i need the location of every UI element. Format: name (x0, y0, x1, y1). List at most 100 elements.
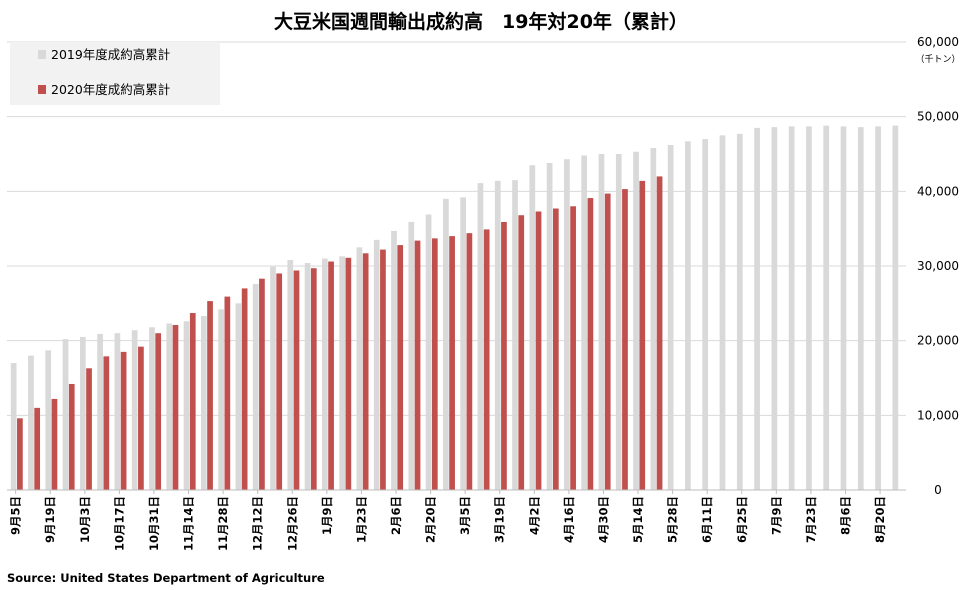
legend-swatch-2020 (38, 85, 46, 94)
bar-2019 (62, 339, 69, 490)
x-tick-label: 5月28日 (666, 496, 680, 543)
x-tick-label: 10月3日 (78, 496, 92, 543)
x-tick-labels: 9月5日 9月19日 10月3日 10月17日 10月31日 11月14日 11月28日 12… (9, 490, 887, 551)
bar-2020 (587, 198, 594, 491)
bar-2020 (656, 176, 663, 490)
y-tick-label: 40,000 (917, 184, 959, 198)
bar-2019 (10, 363, 17, 490)
bar-2019 (235, 303, 242, 490)
bar-2020 (328, 261, 334, 490)
bar-2019 (304, 263, 311, 490)
bar-2020 (224, 296, 231, 490)
bar-2019 (252, 283, 259, 490)
x-tick-label: 2月20日 (424, 496, 438, 543)
bar-2019 (356, 247, 363, 490)
bar-2019 (754, 127, 760, 491)
bar-2020 (639, 180, 646, 490)
legend: 2019年度成約高累計 2020年度成約高累計 (10, 42, 220, 105)
bar-2020 (310, 268, 317, 490)
bar-2020 (86, 368, 92, 490)
bar-2020 (501, 221, 507, 490)
series-2020-bars (17, 176, 663, 491)
bar-2019 (200, 316, 207, 490)
bar-2019 (97, 333, 103, 490)
x-tick-label: 9月5日 (9, 496, 23, 535)
bar-2020 (345, 257, 352, 490)
bar-2020 (189, 313, 196, 490)
bar-2019 (270, 266, 276, 490)
bar-2020 (362, 253, 369, 490)
bar-2020 (138, 346, 144, 490)
x-tick-label: 9月19日 (43, 496, 57, 543)
bar-2020 (449, 236, 455, 490)
bar-2020 (259, 278, 265, 490)
bar-2019 (322, 258, 328, 490)
y-tick-label: 30,000 (917, 259, 959, 273)
bar-2019 (564, 159, 570, 491)
bar-2019 (615, 154, 622, 490)
bar-2019 (408, 221, 415, 490)
x-tick-label: 4月30日 (596, 496, 610, 543)
bar-2019 (494, 180, 501, 490)
legend-label-2019: 2019年度成約高累計 (51, 47, 170, 62)
y-tick-label: 10,000 (917, 408, 959, 422)
bar-2019 (598, 154, 605, 490)
bar-2019 (114, 333, 121, 490)
bar-2020 (17, 418, 23, 490)
bar-2019 (443, 198, 449, 491)
bar-2019 (391, 230, 397, 490)
bar-2020 (103, 356, 110, 490)
bar-2020 (172, 324, 179, 490)
x-tick-label: 8月6日 (838, 496, 852, 535)
bar-2020 (604, 193, 611, 490)
bar-2020 (207, 301, 213, 490)
x-tick-label: 10月31日 (147, 496, 161, 551)
x-tick-label: 7月9日 (769, 496, 783, 535)
x-tick-label: 11月14日 (182, 496, 196, 551)
bar-2019 (581, 155, 588, 491)
y-tick-labels: 0 10,000 20,000 30,000 40,000 50,000 60,000 (917, 35, 959, 497)
bar-2020 (535, 211, 542, 491)
x-tick-label: 8月20日 (873, 496, 887, 543)
bar-2020 (380, 249, 386, 490)
bar-2020 (466, 233, 473, 490)
series-2019-bars (10, 125, 899, 491)
y-tick-label: 60,000 (917, 35, 959, 49)
x-tick-label: 6月25日 (735, 496, 749, 543)
bar-2019 (719, 135, 726, 490)
bar-2019 (45, 350, 52, 490)
bar-2020 (68, 383, 75, 490)
legend-label-2020: 2020年度成約高累計 (51, 82, 170, 97)
bar-2019 (131, 330, 138, 490)
bar-2020 (431, 238, 438, 490)
bar-2019 (702, 139, 709, 490)
x-tick-label: 11月28日 (216, 496, 230, 551)
bar-2019 (546, 162, 553, 490)
x-tick-label: 2月6日 (389, 496, 403, 535)
bar-2020 (518, 215, 525, 491)
bar-2019 (218, 309, 224, 490)
x-tick-label: 1月23日 (354, 496, 368, 543)
bar-2019 (736, 133, 743, 490)
bar-2019 (840, 126, 847, 491)
bar-2020 (570, 206, 576, 490)
bar-2019 (28, 355, 34, 490)
bar-2019 (373, 239, 380, 490)
y-tick-label: 0 (934, 483, 942, 497)
bar-2019 (650, 148, 657, 490)
bar-2019 (460, 197, 467, 490)
bar-2019 (529, 165, 536, 490)
x-tick-label: 10月17日 (112, 496, 126, 551)
y-tick-label: 20,000 (917, 334, 959, 348)
bar-2019 (633, 151, 639, 490)
bar-2020 (241, 288, 248, 490)
bar-2020 (397, 245, 404, 490)
x-tick-label: 7月23日 (804, 496, 818, 543)
bar-2019 (512, 180, 518, 490)
bar-2020 (622, 189, 628, 490)
y-tick-label: 50,000 (917, 110, 959, 124)
bar-2020 (293, 270, 300, 490)
bar-2019 (149, 327, 155, 490)
bar-2020 (34, 407, 41, 490)
